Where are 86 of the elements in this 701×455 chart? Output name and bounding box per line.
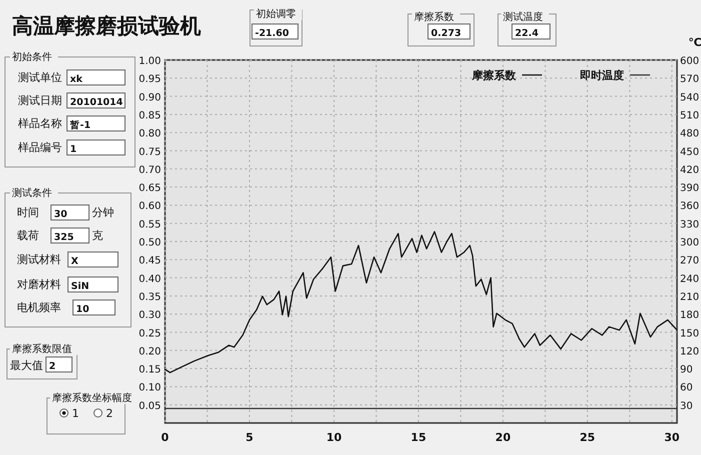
text: 初始调零 bbox=[256, 8, 296, 20]
x-tick-label: 30 bbox=[664, 431, 680, 444]
y2-tick-label: 540 bbox=[680, 92, 700, 104]
text: 对磨材料 bbox=[17, 278, 61, 291]
y2-axis-title: ℃ bbox=[688, 36, 701, 49]
text: 1 bbox=[70, 144, 77, 155]
text: 1 bbox=[72, 407, 79, 420]
text: 测试日期 bbox=[18, 94, 62, 107]
text: xk bbox=[70, 74, 84, 85]
text: 克 bbox=[92, 229, 103, 242]
text: 0.273 bbox=[431, 28, 462, 39]
text: 2 bbox=[106, 407, 113, 420]
text: 30 bbox=[54, 209, 68, 220]
text: 样品编号 bbox=[18, 141, 62, 154]
text: -21.60 bbox=[255, 28, 290, 39]
y-tick-label: 0.15 bbox=[138, 364, 161, 376]
y-tick-label: 0.30 bbox=[138, 310, 161, 322]
y-tick-label: 1.00 bbox=[138, 56, 161, 67]
text: 10 bbox=[76, 304, 90, 315]
y2-tick-label: 60 bbox=[680, 382, 693, 394]
y-tick-label: 0.55 bbox=[138, 219, 161, 230]
y2-tick-label: 360 bbox=[680, 201, 700, 212]
text: 20101014 bbox=[70, 97, 124, 108]
text: 测试材料 bbox=[17, 253, 61, 266]
x-tick-label: 25 bbox=[580, 431, 596, 444]
text: 22.4 bbox=[515, 28, 539, 39]
text: 摩擦系数限值 bbox=[12, 343, 72, 355]
text: 暂-1 bbox=[69, 119, 91, 131]
y2-tick-label: 570 bbox=[680, 74, 700, 86]
text: 测试单位 bbox=[18, 71, 62, 84]
y-tick-label: 0.75 bbox=[138, 146, 161, 158]
y-tick-label: 0.40 bbox=[138, 274, 161, 285]
y2-tick-label: 150 bbox=[680, 328, 700, 340]
y-tick-label: 0.70 bbox=[138, 164, 161, 176]
y-tick-label: 0.90 bbox=[138, 92, 161, 104]
text: 摩擦系数 bbox=[414, 11, 454, 23]
y2-tick-label: 180 bbox=[680, 310, 700, 322]
x-tick-label: 10 bbox=[326, 431, 342, 444]
text: 325 bbox=[54, 232, 74, 243]
y-tick-label: 0.25 bbox=[138, 328, 161, 340]
y2-tick-label: 90 bbox=[680, 364, 693, 376]
y2-tick-label: 420 bbox=[680, 164, 700, 176]
text: 最大值 bbox=[10, 359, 43, 372]
text: 初始条件 bbox=[12, 51, 52, 63]
text: 载荷 bbox=[17, 229, 39, 242]
y2-tick-label: 120 bbox=[680, 346, 700, 358]
text: 高温摩擦磨损试验机 bbox=[12, 14, 201, 38]
y2-tick-label: 240 bbox=[680, 274, 700, 285]
x-tick-label: 5 bbox=[246, 431, 254, 444]
y-tick-label: 0.85 bbox=[138, 110, 161, 122]
y2-tick-label: 390 bbox=[680, 183, 700, 194]
y-tick-label: 0.95 bbox=[138, 74, 161, 86]
y-tick-label: 0.60 bbox=[138, 201, 161, 212]
y2-tick-label: 450 bbox=[680, 146, 700, 158]
y2-tick-label: 30 bbox=[680, 400, 693, 412]
x-tick-label: 0 bbox=[161, 431, 170, 444]
y-tick-label: 0.20 bbox=[138, 346, 161, 358]
text: 时间 bbox=[17, 206, 39, 219]
y-tick-label: 0.50 bbox=[138, 238, 161, 248]
y-tick-label: 0.10 bbox=[138, 382, 161, 394]
text: 测试温度 bbox=[503, 11, 543, 23]
text: 样品名称 bbox=[18, 117, 62, 130]
y2-tick-label: 510 bbox=[680, 110, 700, 122]
text: 分钟 bbox=[92, 206, 114, 219]
legend-label: 摩擦系数 bbox=[471, 69, 517, 82]
text: X bbox=[71, 256, 79, 267]
y2-tick-label: 480 bbox=[680, 128, 700, 140]
legend-label: 即时温度 bbox=[580, 69, 624, 82]
y2-tick-label: 210 bbox=[680, 292, 700, 303]
text: 测试条件 bbox=[12, 187, 52, 199]
y-tick-label: 0.05 bbox=[138, 400, 161, 412]
x-tick-label: 15 bbox=[410, 431, 426, 444]
y2-tick-label: 330 bbox=[680, 219, 700, 230]
y2-tick-label: 270 bbox=[680, 256, 700, 267]
text: 摩擦系数坐标幅度 bbox=[52, 392, 132, 404]
y-tick-label: 0.35 bbox=[138, 292, 161, 303]
y-tick-label: 0.45 bbox=[138, 256, 161, 267]
text: SiN bbox=[71, 281, 90, 292]
x-tick-label: 20 bbox=[495, 431, 511, 444]
y-tick-label: 0.65 bbox=[138, 183, 161, 194]
line-series bbox=[164, 231, 678, 374]
y2-tick-label: 600 bbox=[680, 56, 700, 67]
y-tick-label: 0.80 bbox=[138, 128, 161, 140]
text: 电机频率 bbox=[17, 301, 61, 314]
y2-tick-label: 300 bbox=[680, 238, 700, 248]
text: 2 bbox=[49, 361, 56, 372]
